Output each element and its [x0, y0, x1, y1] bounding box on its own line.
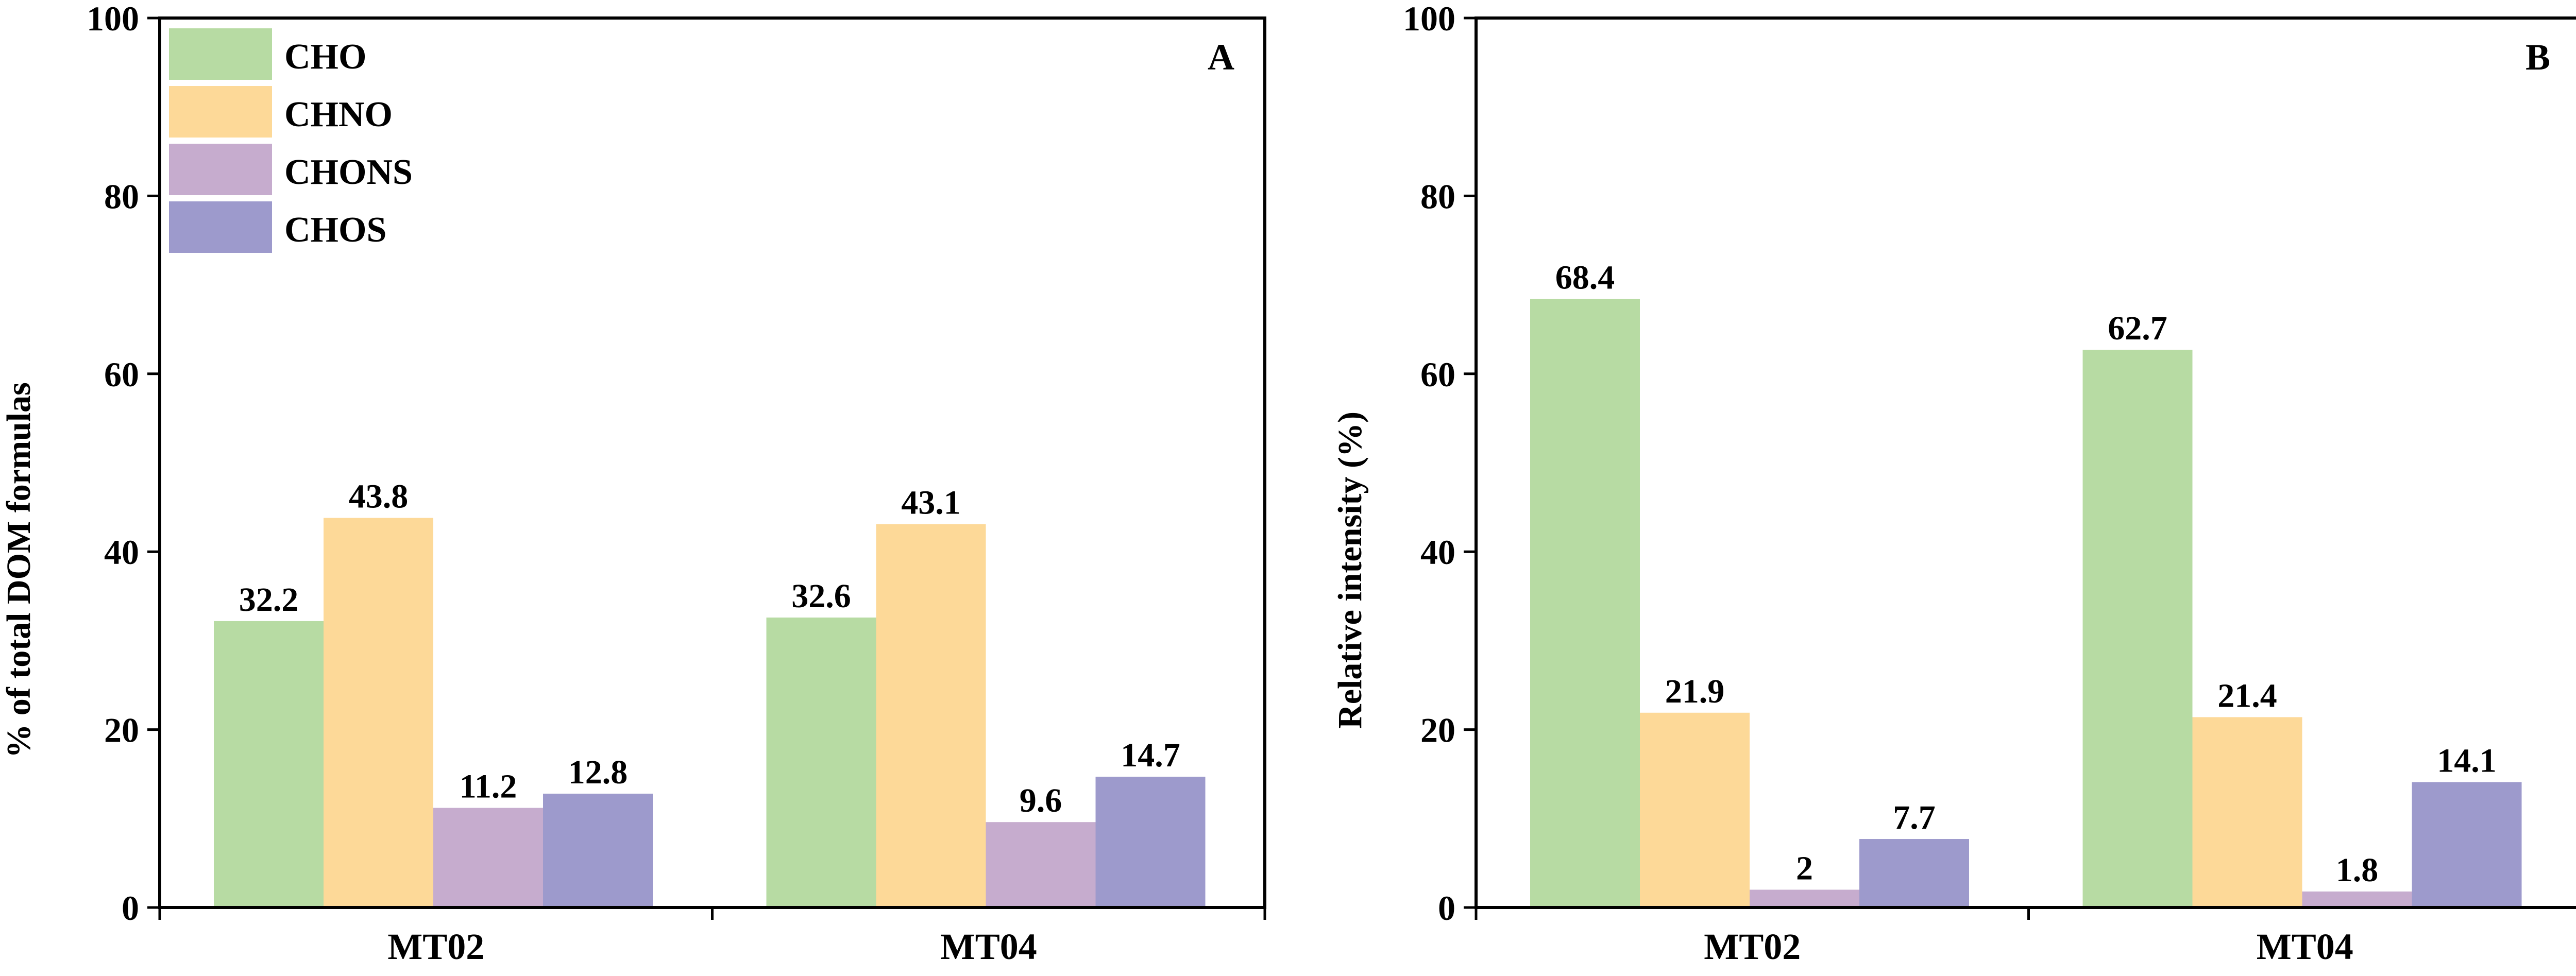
legend-swatch-chno: [169, 86, 272, 138]
panel-b-y-tick-label: 80: [1420, 177, 1455, 216]
panel-a-bar-cho-mt02: [214, 621, 324, 907]
legend-swatch-chos: [169, 201, 272, 253]
panel-a-value-label: 43.8: [349, 478, 409, 516]
panel-b-value-label: 21.9: [1665, 673, 1725, 710]
panel-b-bar-chos-mt02: [1859, 839, 1969, 907]
panel-a-y-axis-title: % of total DOM formulas: [0, 382, 38, 758]
legend-label-chno: CHNO: [284, 95, 393, 134]
panel-a-y-tick-label: 0: [122, 888, 139, 928]
panel-b-y-axis-title: Relative intensity (%): [1331, 412, 1369, 729]
panel-a-bar-chos-mt02: [543, 793, 653, 907]
panel-b-value-label: 1.8: [2336, 851, 2379, 889]
panel-b-y-tick-label: 40: [1420, 533, 1455, 572]
panel-a-y-tick-label: 40: [104, 533, 139, 572]
panel-b-x-category-label: MT02: [1704, 926, 1801, 967]
panel-a-value-label: 9.6: [1020, 782, 1062, 819]
panel-a-value-label: 11.2: [460, 768, 517, 806]
panel-b-bar-cho-mt02: [1530, 299, 1640, 908]
panel-b-y-ticks: 0 20 40 60 80 100: [1403, 0, 1476, 928]
panel-b-bar-chno-mt04: [2192, 717, 2302, 907]
panel-a-letter: A: [1208, 37, 1234, 78]
panel-a-x-ticks: MT02 MT04: [158, 907, 1266, 967]
panel-a-value-labels: 32.2 32.6 43.8 43.1 11.2 9.6 12.8 14.7: [239, 478, 1180, 820]
legend-item-cho: CHO: [169, 28, 366, 80]
panel-a-x-category-label: MT04: [940, 926, 1037, 967]
panel-a-x-category-label: MT02: [387, 926, 484, 967]
panel-a-value-label: 14.7: [1121, 737, 1180, 774]
panel-b-y-tick-label: 20: [1420, 711, 1455, 750]
panel-b-value-label: 14.1: [2437, 742, 2497, 779]
legend-label-chons: CHONS: [284, 152, 413, 192]
panel-a-chart: % of total DOM formulas A 32.2 32.6 43.8 43…: [0, 0, 1266, 967]
panel-b-value-label: 21.4: [2217, 677, 2277, 714]
legend-label-chos: CHOS: [284, 210, 386, 250]
panel-a-bar-chno-mt04: [876, 524, 986, 907]
panel-a-bar-chos-mt04: [1095, 777, 1206, 907]
legend: CHO CHNO CHONS CHOS: [169, 28, 413, 253]
panel-a-plot-frame: [158, 16, 1266, 909]
panel-a-bar-chons-mt02: [433, 808, 543, 907]
panel-b-chart: Relative intensity (%) B 68.462.721.9 21.…: [1331, 0, 2576, 967]
panel-b-bar-chno-mt02: [1640, 712, 1750, 907]
panel-b-x-ticks: MT02 MT04: [1475, 907, 2353, 967]
panel-a-bar-cho-mt04: [766, 617, 876, 907]
panel-b-value-label: 7.7: [1893, 799, 1936, 836]
panel-a-bars: [214, 518, 1206, 907]
legend-item-chno: CHNO: [169, 86, 393, 138]
panel-b-value-label: 68.4: [1555, 259, 1615, 297]
legend-label-cho: CHO: [284, 37, 366, 77]
panel-b-bar-cho-mt04: [2082, 350, 2193, 907]
panel-a-y-tick-label: 100: [87, 0, 139, 38]
panel-b-plot-frame: [1475, 16, 2576, 909]
panel-a-y-ticks: 0 20 40 60 80 100: [87, 0, 160, 928]
legend-item-chons: CHONS: [169, 144, 413, 195]
panel-a-bar-chons-mt04: [986, 822, 1096, 907]
panel-b-value-label: 2: [1796, 849, 1813, 887]
panel-b-bar-chos-mt04: [2412, 782, 2522, 907]
panel-b-letter: B: [2526, 37, 2550, 78]
panel-a-value-label: 32.6: [791, 577, 851, 615]
panel-b-bar-chons-mt02: [1750, 889, 1859, 907]
panel-a-bar-chno-mt02: [324, 518, 433, 907]
legend-swatch-chons: [169, 144, 272, 195]
panel-b-value-labels: 68.4 62.7 21.9 21.4 2 1.8 7.7 14.1: [1555, 259, 2497, 889]
panel-b-value-label: 62.7: [2108, 310, 2167, 347]
panel-b-bar-chons-mt04: [2302, 891, 2412, 907]
panel-b-y-tick-label: 0: [1438, 888, 1455, 928]
panel-a-y-tick-label: 20: [104, 711, 139, 750]
panel-b-y-tick-label: 60: [1420, 355, 1455, 394]
legend-item-chos: CHOS: [169, 201, 386, 253]
panel-a-value-label: 43.1: [901, 484, 961, 522]
panel-a-value-label: 12.8: [568, 754, 628, 791]
panel-b-x-category-label: MT04: [2257, 926, 2353, 967]
panel-b-y-tick-label: 100: [1403, 0, 1455, 38]
panel-a-y-tick-label: 60: [104, 355, 139, 394]
legend-swatch-cho: [169, 28, 272, 80]
panel-b-bars: [1530, 299, 2522, 908]
panel-a-y-tick-label: 80: [104, 177, 139, 216]
panel-a-value-label: 32.2: [239, 581, 299, 619]
